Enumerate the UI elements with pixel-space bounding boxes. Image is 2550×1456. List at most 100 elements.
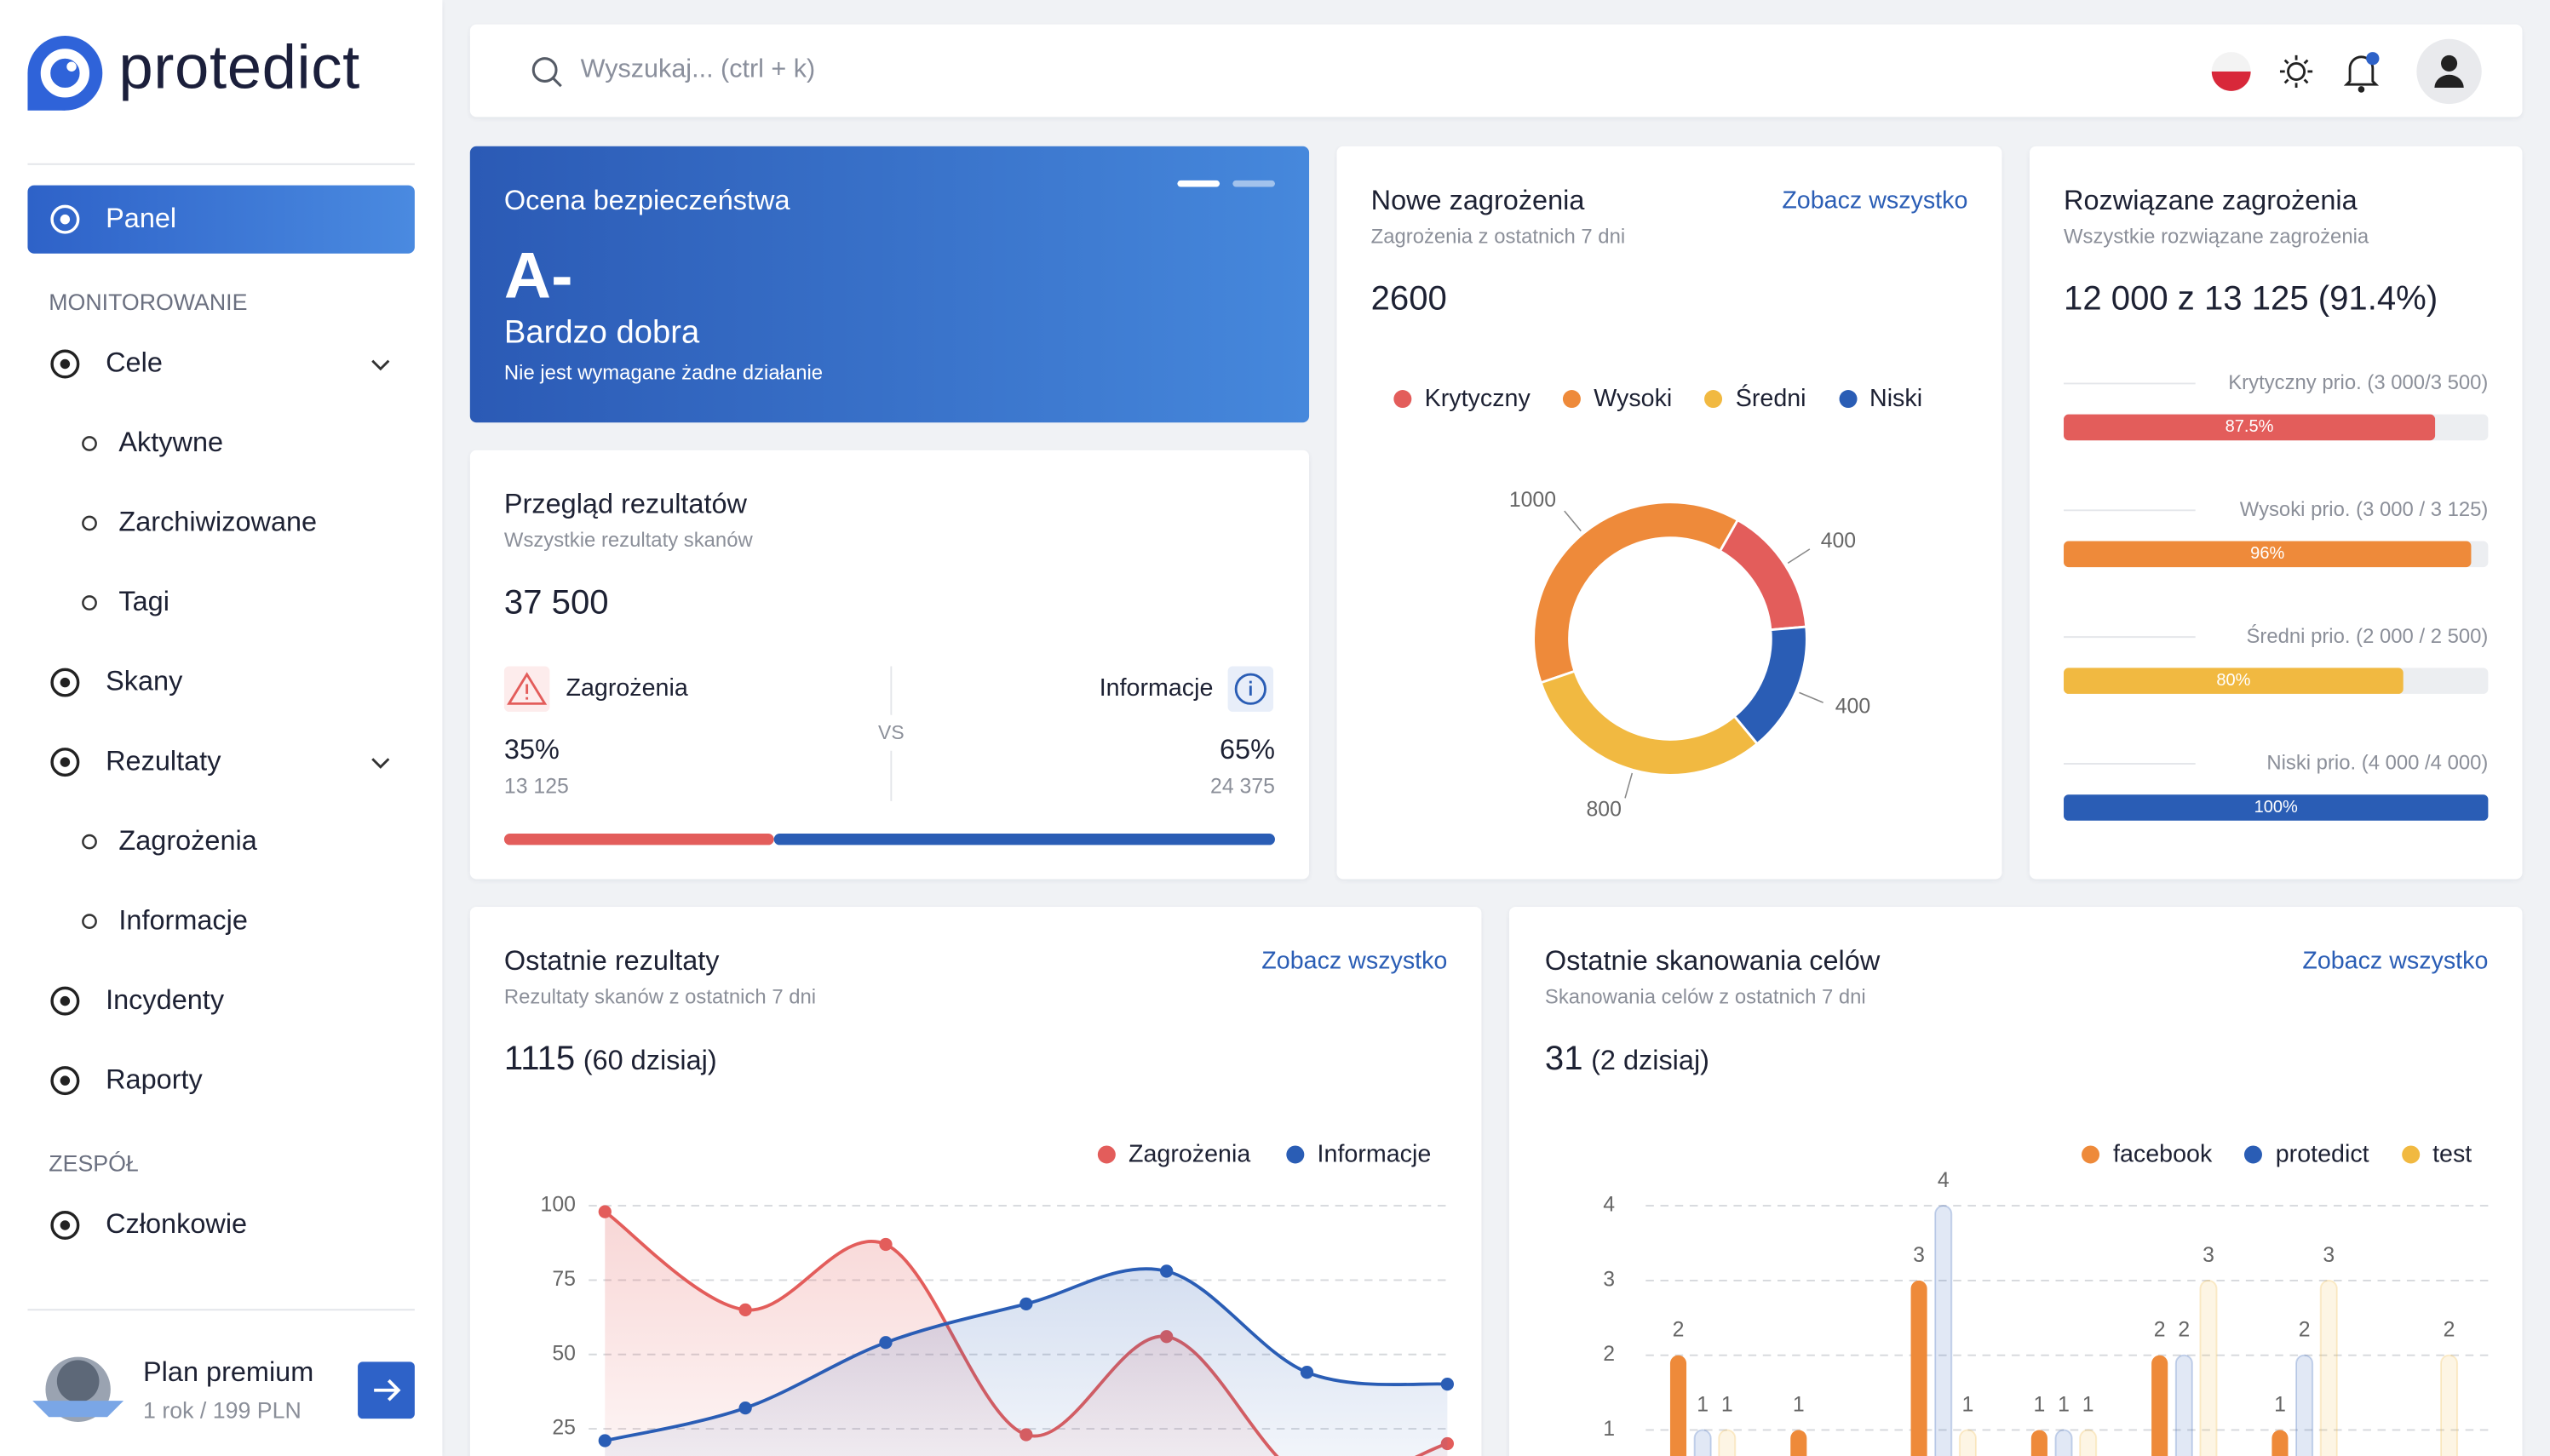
warning-icon (503, 666, 550, 712)
total: 1115 (60 dzisiaj) (504, 1040, 717, 1079)
nav-icon (50, 204, 80, 234)
legend-item[interactable]: Krytyczny (1393, 384, 1531, 412)
legend-item[interactable]: Średni (1704, 384, 1806, 412)
point (1440, 1378, 1455, 1391)
leader-line (1624, 772, 1634, 799)
donut-segment (1732, 625, 1808, 746)
data-label: 3 (2323, 1244, 2335, 1267)
bullet (82, 834, 97, 850)
data-label: 1 (1793, 1393, 1805, 1416)
results-overview-card (469, 450, 1310, 880)
bar (2079, 1429, 2098, 1456)
nav-subitem[interactable]: Zagrożenia (118, 825, 257, 857)
plan-button[interactable] (358, 1361, 415, 1419)
bullet (82, 595, 97, 610)
data-label: 1 (1721, 1393, 1733, 1416)
nav-subitem[interactable]: Zarchiwizowane (118, 507, 318, 538)
point (738, 1401, 752, 1415)
search-icon (531, 57, 562, 88)
bar (1693, 1429, 1712, 1456)
nav-icon (50, 1211, 80, 1240)
top-bar (469, 24, 2523, 118)
leader-line (1787, 548, 1811, 565)
user-avatar[interactable] (2416, 38, 2482, 105)
legend-item[interactable]: test (2401, 1140, 2472, 1167)
nav-icon (50, 748, 80, 777)
link[interactable]: Zobacz wszystko (2302, 947, 2489, 976)
nav-item[interactable]: Skany (106, 666, 183, 697)
share: 65% (1219, 734, 1275, 765)
area-fill (605, 1269, 1448, 1456)
legend-label: Zagrożenia (1128, 1139, 1251, 1168)
nav-icon (50, 986, 80, 1016)
nav-section-title: ZESPÓŁ (49, 1149, 139, 1176)
share-bar (773, 834, 1275, 846)
count: 24 375 (1210, 773, 1275, 799)
data-label: 3 (1913, 1244, 1925, 1267)
bar (2271, 1430, 2289, 1456)
legend-item[interactable]: Zagrożenia (1097, 1139, 1251, 1168)
theme-toggle[interactable] (2279, 54, 2313, 89)
data-label: 2 (2444, 1319, 2455, 1342)
bar (2174, 1354, 2193, 1456)
point (738, 1303, 752, 1316)
legend-label: Średni (1735, 384, 1806, 412)
card-title: Ostatnie rezultaty (503, 945, 720, 977)
nav-icon (50, 349, 80, 379)
point (1300, 1366, 1314, 1379)
legend-dot (2401, 1144, 2420, 1163)
legend-dot (2244, 1144, 2263, 1163)
legend-dot (1704, 389, 1723, 408)
legend-label: Niski (1869, 384, 1923, 412)
nav-icon (60, 1075, 71, 1086)
legend: facebook protedict test (2082, 1138, 2472, 1170)
plan-avatar (32, 1356, 124, 1422)
nav-item[interactable]: Cele (106, 347, 163, 379)
nav-subitem[interactable]: Informacje (118, 904, 248, 936)
link[interactable]: Zobacz wszystko (1261, 947, 1448, 976)
language-flag[interactable] (2211, 52, 2251, 91)
nav-subitem[interactable]: Aktywne (118, 427, 224, 458)
vs: VS (878, 721, 905, 744)
legend-item[interactable]: Wysoki (1562, 384, 1672, 412)
nav-subitem[interactable]: Tagi (118, 586, 169, 617)
nav-item[interactable]: Incydenty (106, 984, 225, 1016)
search-input[interactable]: Wyszukaj... (ctrl + k) (580, 55, 816, 84)
notifications[interactable] (2343, 52, 2380, 93)
donut-segment (1532, 501, 1740, 685)
progress-bar (2064, 794, 2489, 821)
total-today: (2 dzisiaj) (1591, 1045, 1709, 1076)
data-label: 1 (1697, 1393, 1709, 1416)
nav-item[interactable]: Panel (106, 203, 177, 234)
bar-value-label: 87.5% (2226, 417, 2274, 436)
legend-label: Informacje (1317, 1139, 1432, 1168)
card-title: Przegląd rezultatów (503, 489, 748, 520)
total-value: 31 (1544, 1040, 1583, 1078)
data-label: 1000 (1509, 489, 1556, 512)
data-label: 4 (1938, 1169, 1950, 1192)
legend-item[interactable]: protedict (2244, 1140, 2369, 1167)
legend-item[interactable]: Niski (1838, 384, 1923, 412)
nav-item[interactable]: Członkowie (106, 1208, 248, 1240)
bar-label: Wysoki prio. (3 000 / 3 125) (2239, 497, 2489, 521)
nav-item[interactable]: Raporty (106, 1063, 203, 1095)
bar (2151, 1355, 2168, 1456)
leader-line (1799, 691, 1823, 703)
point (598, 1434, 612, 1447)
point (598, 1205, 612, 1218)
data-label: 1 (2274, 1393, 2286, 1416)
legend-item[interactable]: facebook (2082, 1140, 2212, 1167)
card-subtitle: Wszystkie rezultaty skanów (503, 529, 753, 552)
legend-item[interactable]: Informacje (1286, 1140, 1431, 1167)
plan-subtitle: 1 rok / 199 PLN (143, 1396, 302, 1424)
link[interactable]: Zobacz wszystko (1782, 186, 1968, 215)
nav-icon (60, 1220, 71, 1230)
legend-dot (2082, 1144, 2100, 1163)
point (879, 1336, 893, 1350)
nav-item[interactable]: Rezultaty (106, 745, 221, 777)
data-label: 400 (1835, 696, 1870, 719)
data-label: 3 (2203, 1244, 2214, 1267)
